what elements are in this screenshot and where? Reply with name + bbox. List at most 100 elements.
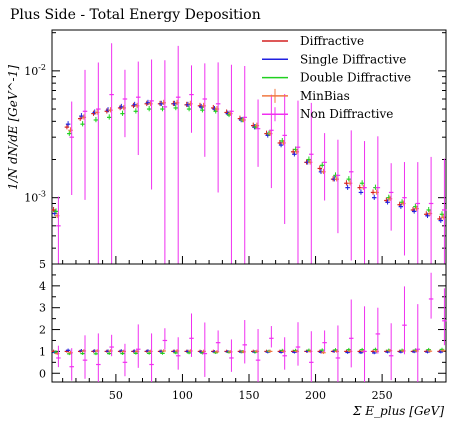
data-point xyxy=(65,121,71,127)
data-point xyxy=(292,151,297,157)
y-tick-label: 10-3 xyxy=(24,190,46,205)
ratio-point xyxy=(160,351,165,355)
data-point xyxy=(146,106,152,112)
y-tick-label: 10-2 xyxy=(24,63,46,78)
ratio-point xyxy=(362,306,367,382)
ratio-point xyxy=(122,343,128,377)
data-point xyxy=(322,133,327,201)
data-point xyxy=(242,66,247,264)
data-point xyxy=(309,102,314,264)
ratio-point xyxy=(321,350,326,355)
ratio-tick-label: 2 xyxy=(39,324,46,337)
data-point xyxy=(215,62,221,193)
data-point xyxy=(388,163,394,231)
data-point xyxy=(82,69,88,200)
ratio-point xyxy=(335,325,341,382)
ratio-point xyxy=(56,345,61,368)
legend-item: Double Diffractive xyxy=(262,71,411,85)
ratio-plot: 0 1 2 3 4 5 xyxy=(39,258,447,383)
ratio-point xyxy=(358,350,364,355)
ratio-tick-label: 1 xyxy=(39,345,46,358)
data-point xyxy=(172,100,177,107)
data-point xyxy=(202,63,208,157)
data-point xyxy=(185,101,191,108)
ratio-point xyxy=(427,349,433,353)
data-point xyxy=(136,61,141,156)
ratio-point xyxy=(309,331,314,382)
data-point xyxy=(200,107,205,113)
ratio-point xyxy=(373,347,378,351)
x-axis-ticks: 50 100 150 200 250 xyxy=(62,256,436,402)
data-point xyxy=(64,124,70,130)
data-point xyxy=(426,206,431,213)
data-point xyxy=(335,139,341,234)
data-point xyxy=(317,165,323,171)
ratio-point xyxy=(295,322,301,366)
legend-label: Non Diffractive xyxy=(300,107,393,121)
data-point xyxy=(438,217,444,223)
ratio-point xyxy=(149,333,154,382)
x-tick-label: 50 xyxy=(109,389,123,402)
x-tick-label: 100 xyxy=(172,389,193,402)
data-point xyxy=(186,106,192,112)
data-point xyxy=(162,60,168,264)
data-point xyxy=(415,162,421,264)
legend-item: Single Diffractive xyxy=(262,52,406,66)
data-point xyxy=(159,100,164,107)
ratio-point xyxy=(133,351,139,355)
data-point xyxy=(173,104,179,111)
ratio-point xyxy=(162,328,168,350)
ratio-tick-label: 3 xyxy=(39,302,46,315)
ratio-point xyxy=(69,348,74,381)
ratio-point xyxy=(109,334,114,357)
ratio-point xyxy=(255,329,261,382)
data-point xyxy=(319,162,325,168)
data-point xyxy=(198,103,204,110)
ratio-point xyxy=(242,320,247,364)
data-point xyxy=(229,64,234,264)
data-point xyxy=(269,94,274,189)
ratio-point xyxy=(202,322,208,377)
ratio-point xyxy=(282,337,287,370)
x-axis-label: Σ E_plus [GeV] xyxy=(352,404,444,418)
data-point xyxy=(133,108,139,114)
main-plot: 10-2 10-3 xyxy=(24,29,447,265)
chart-title: Plus Side - Total Energy Deposition xyxy=(10,7,261,23)
ratio-point xyxy=(345,350,350,354)
ratio-tick-label: 5 xyxy=(39,258,46,271)
ratio-point xyxy=(82,335,88,379)
ratio-point xyxy=(372,351,377,355)
ratio-plot-frame xyxy=(51,263,447,383)
data-point xyxy=(69,101,74,195)
data-point xyxy=(295,100,301,264)
x-tick-label: 150 xyxy=(239,389,260,402)
data-point xyxy=(358,189,364,195)
data-point xyxy=(278,142,284,148)
data-point xyxy=(439,211,445,217)
data-point xyxy=(385,199,390,205)
ratio-point xyxy=(215,330,221,352)
data-point xyxy=(402,162,407,256)
legend: Diffractive Single Diffractive Double Diff… xyxy=(262,34,411,122)
ratio-point xyxy=(175,337,181,370)
ratio-point xyxy=(322,330,327,352)
data-point xyxy=(346,176,352,182)
ratio-point xyxy=(269,326,274,348)
data-point xyxy=(345,184,350,190)
data-point xyxy=(411,208,417,214)
data-point xyxy=(149,59,154,190)
data-point xyxy=(175,45,181,264)
ratio-tick-label: 4 xyxy=(39,280,46,293)
legend-item: MinBias xyxy=(262,88,350,103)
ratio-point xyxy=(267,349,273,353)
data-point xyxy=(51,206,56,213)
ratio-point xyxy=(93,352,99,356)
data-point xyxy=(93,116,99,123)
data-point xyxy=(119,103,124,110)
ratio-point xyxy=(80,351,85,355)
data-point xyxy=(160,106,165,112)
data-point xyxy=(255,99,261,167)
ratio-point xyxy=(186,351,192,355)
data-point xyxy=(132,101,137,108)
